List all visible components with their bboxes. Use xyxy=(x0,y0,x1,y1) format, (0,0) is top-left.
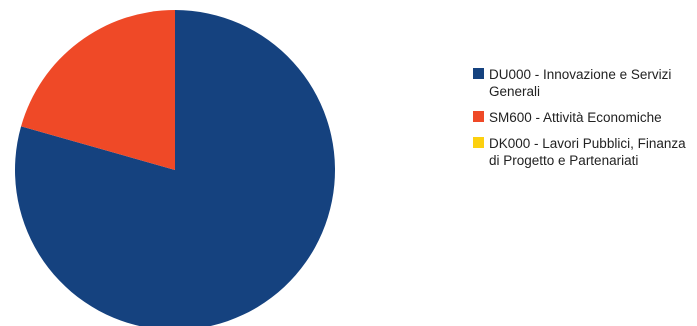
legend-label: DU000 - Innovazione e Servizi Generali xyxy=(489,67,672,99)
legend-label: SM600 - Attività Economiche xyxy=(489,110,662,125)
chart-legend: DU000 - Innovazione e Servizi Generali S… xyxy=(473,66,695,178)
legend-label: DK000 - Lavori Pubblici, Finanza di Prog… xyxy=(489,136,686,168)
legend-swatch xyxy=(473,111,484,122)
legend-item: SM600 - Attività Economiche xyxy=(473,109,695,126)
legend-swatch xyxy=(473,137,484,148)
legend-item: DU000 - Innovazione e Servizi Generali xyxy=(473,66,695,100)
legend-swatch xyxy=(473,68,484,79)
pie-slice xyxy=(15,10,335,326)
pie-slice xyxy=(21,10,175,170)
legend-item: DK000 - Lavori Pubblici, Finanza di Prog… xyxy=(473,135,695,169)
